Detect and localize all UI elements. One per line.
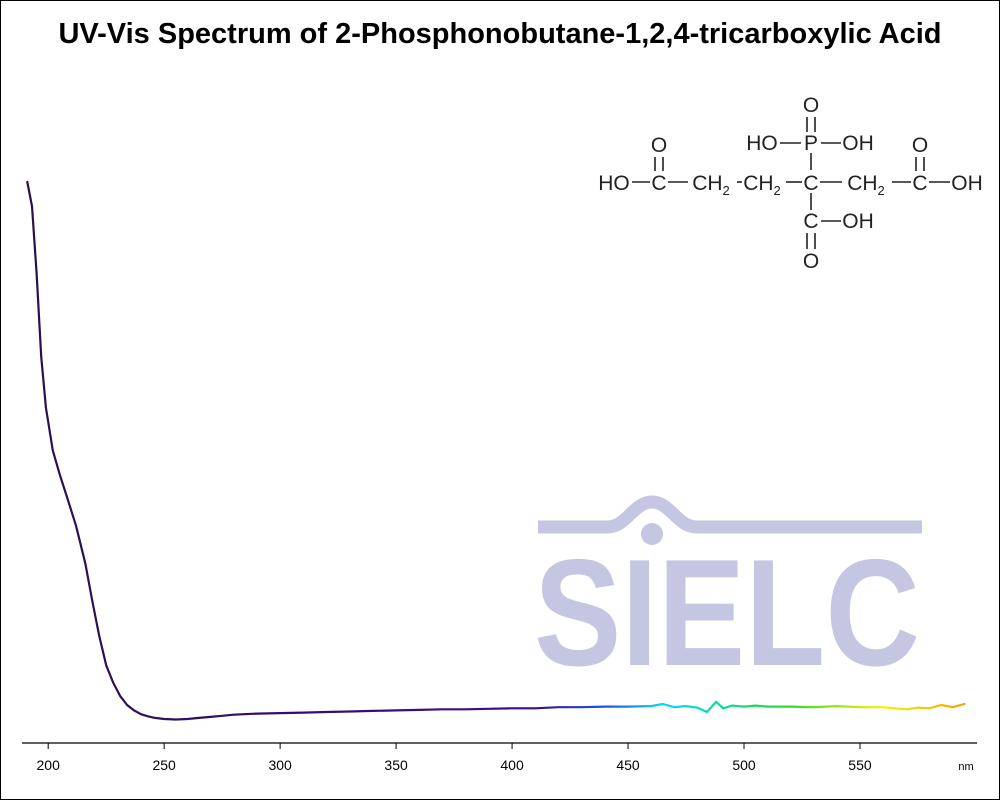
atom-p: P: [804, 132, 818, 155]
atom-oh-phosphonic: OH: [842, 132, 874, 155]
atom-oh-bottom: OH: [842, 210, 874, 233]
x-tick-label-350: 350: [384, 757, 408, 773]
atom-o-carbonyl-right: O: [912, 134, 928, 157]
spectrum-line: [26, 180, 966, 721]
atom-oh-right: OH: [951, 172, 983, 195]
chart-title: UV-Vis Spectrum of 2-Phosphonobutane-1,2…: [58, 18, 942, 50]
x-tick-label-250: 250: [152, 757, 176, 773]
atom-c-left: C: [651, 172, 666, 195]
watermark-sielc: SIELC: [534, 495, 922, 698]
watermark-swoosh: [538, 495, 922, 534]
atom-c-center: C: [803, 172, 818, 195]
x-axis-ticks: 200 250 300 350 400 450 500 550: [37, 743, 872, 773]
atom-ch2-b: CH2: [743, 172, 781, 198]
x-tick-label-450: 450: [616, 757, 640, 773]
x-tick-label-550: 550: [848, 757, 872, 773]
x-axis-unit: nm: [958, 761, 973, 773]
chemical-structure: O HO P OH O O HO C CH2 CH2 C CH2 C OH C …: [598, 94, 983, 273]
x-tick-label-200: 200: [37, 757, 61, 773]
x-tick-label-500: 500: [732, 757, 756, 773]
atom-ch2-a: CH2: [692, 172, 730, 198]
bonds: [632, 117, 950, 249]
atom-o-top: O: [803, 94, 819, 117]
atom-ch2-c: CH2: [847, 172, 885, 198]
atom-ho-left: HO: [598, 172, 630, 195]
atom-o-carbonyl-left: O: [651, 134, 667, 157]
x-tick-label-400: 400: [500, 757, 524, 773]
atom-o-bottom: O: [803, 250, 819, 273]
atom-c-bottom: C: [803, 210, 818, 233]
watermark-dot: [641, 523, 663, 545]
atom-c-right: C: [912, 172, 927, 195]
watermark-text: SIELC: [534, 528, 920, 698]
atom-ho-phosphonic: HO: [746, 132, 778, 155]
x-tick-label-300: 300: [268, 757, 292, 773]
